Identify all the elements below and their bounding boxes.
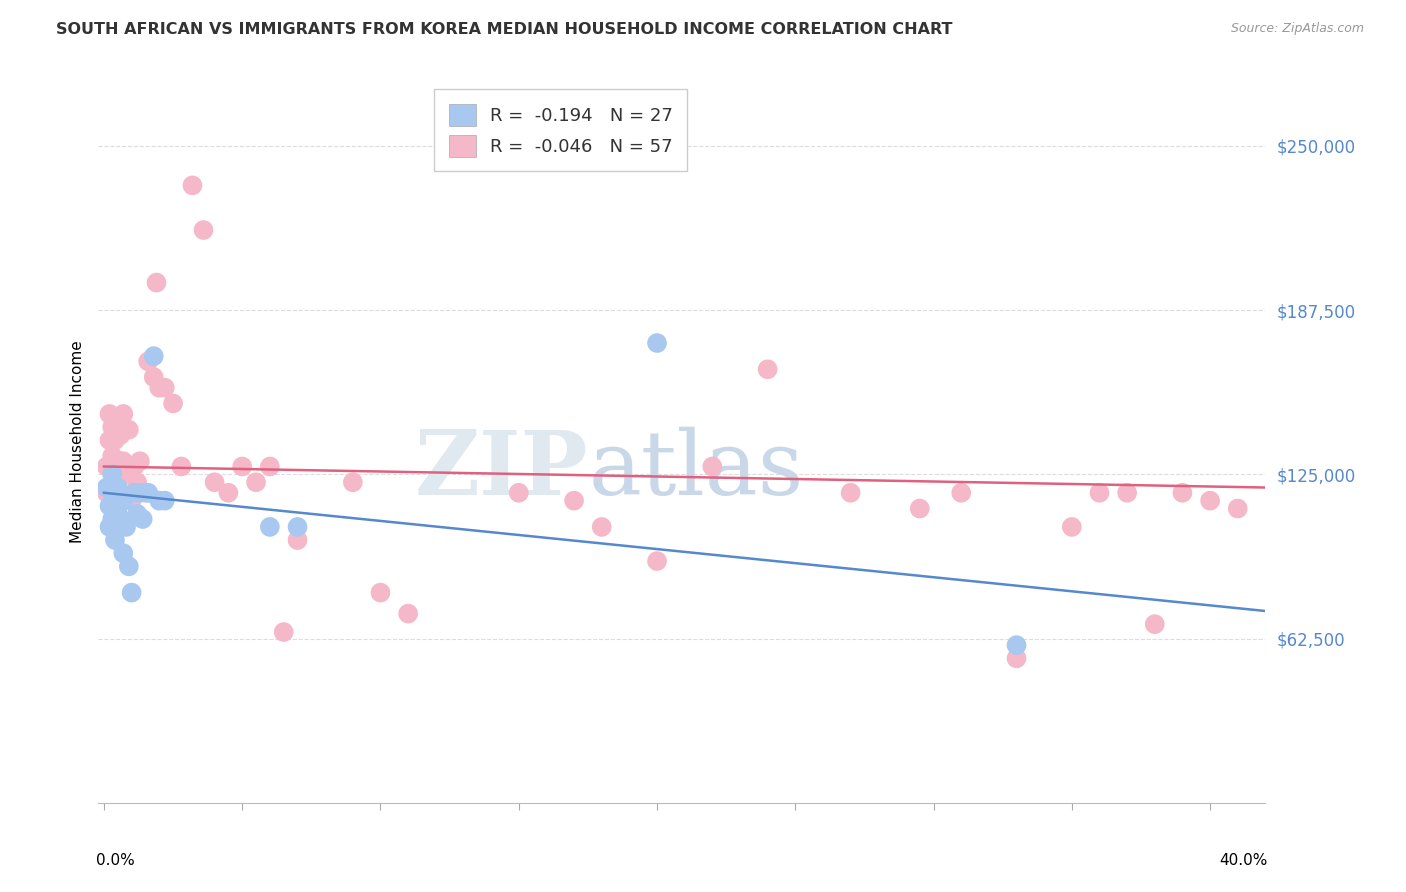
Point bbox=[908, 501, 931, 516]
Point bbox=[153, 381, 176, 395]
Point bbox=[115, 467, 138, 482]
Point bbox=[129, 485, 152, 500]
Point bbox=[170, 459, 193, 474]
Point bbox=[245, 475, 267, 490]
Point bbox=[110, 428, 132, 442]
Point bbox=[1005, 638, 1028, 652]
Point bbox=[104, 434, 127, 448]
Point bbox=[98, 434, 121, 448]
Point bbox=[118, 559, 141, 574]
Point bbox=[148, 381, 170, 395]
Y-axis label: Median Household Income: Median Household Income bbox=[69, 340, 84, 543]
Point bbox=[127, 475, 149, 490]
Point bbox=[370, 585, 392, 599]
Point bbox=[1226, 501, 1249, 516]
Point bbox=[756, 362, 779, 376]
Point bbox=[107, 454, 129, 468]
Point bbox=[104, 485, 127, 500]
Text: SOUTH AFRICAN VS IMMIGRANTS FROM KOREA MEDIAN HOUSEHOLD INCOME CORRELATION CHART: SOUTH AFRICAN VS IMMIGRANTS FROM KOREA M… bbox=[56, 22, 953, 37]
Point bbox=[142, 349, 165, 363]
Point bbox=[127, 507, 149, 521]
Point bbox=[101, 467, 124, 482]
Point bbox=[121, 493, 143, 508]
Point bbox=[136, 485, 159, 500]
Point bbox=[136, 354, 159, 368]
Point bbox=[204, 475, 226, 490]
Point bbox=[645, 336, 668, 351]
Point bbox=[1143, 617, 1166, 632]
Point bbox=[112, 407, 135, 421]
Point bbox=[101, 449, 124, 463]
Point bbox=[96, 485, 118, 500]
Point bbox=[96, 459, 118, 474]
Point bbox=[112, 493, 135, 508]
Point bbox=[98, 407, 121, 421]
Point bbox=[112, 546, 135, 560]
Point bbox=[193, 223, 215, 237]
Point bbox=[1060, 520, 1083, 534]
Text: atlas: atlas bbox=[589, 426, 804, 514]
Point bbox=[287, 520, 309, 534]
Point bbox=[104, 467, 127, 482]
Point bbox=[107, 481, 129, 495]
Point bbox=[110, 454, 132, 468]
Point bbox=[118, 423, 141, 437]
Point bbox=[124, 485, 146, 500]
Point bbox=[839, 485, 862, 500]
Point bbox=[145, 276, 167, 290]
Point bbox=[101, 420, 124, 434]
Point bbox=[110, 512, 132, 526]
Point bbox=[1171, 485, 1194, 500]
Legend: R =  -0.194   N = 27, R =  -0.046   N = 57: R = -0.194 N = 27, R = -0.046 N = 57 bbox=[434, 89, 688, 171]
Point bbox=[124, 459, 146, 474]
Point bbox=[950, 485, 973, 500]
Point bbox=[121, 585, 143, 599]
Point bbox=[101, 512, 124, 526]
Point bbox=[1088, 485, 1111, 500]
Point bbox=[112, 454, 135, 468]
Point bbox=[131, 512, 153, 526]
Point bbox=[148, 493, 170, 508]
Point bbox=[129, 454, 152, 468]
Point bbox=[104, 533, 127, 547]
Point bbox=[591, 520, 613, 534]
Point bbox=[259, 520, 281, 534]
Point bbox=[153, 493, 176, 508]
Point bbox=[142, 370, 165, 384]
Point bbox=[1116, 485, 1139, 500]
Point bbox=[562, 493, 585, 508]
Point bbox=[702, 459, 724, 474]
Text: 40.0%: 40.0% bbox=[1219, 854, 1268, 869]
Point bbox=[287, 533, 309, 547]
Point bbox=[217, 485, 239, 500]
Point bbox=[342, 475, 364, 490]
Point bbox=[98, 499, 121, 513]
Text: ZIP: ZIP bbox=[415, 427, 589, 514]
Point bbox=[107, 481, 129, 495]
Point bbox=[162, 396, 184, 410]
Point bbox=[645, 554, 668, 568]
Point bbox=[1199, 493, 1222, 508]
Point bbox=[98, 520, 121, 534]
Point bbox=[181, 178, 204, 193]
Point bbox=[508, 485, 530, 500]
Text: 0.0%: 0.0% bbox=[96, 854, 135, 869]
Point bbox=[231, 459, 253, 474]
Point bbox=[259, 459, 281, 474]
Point bbox=[96, 481, 118, 495]
Point bbox=[1005, 651, 1028, 665]
Point bbox=[115, 520, 138, 534]
Point bbox=[107, 507, 129, 521]
Point bbox=[273, 625, 295, 640]
Text: Source: ZipAtlas.com: Source: ZipAtlas.com bbox=[1230, 22, 1364, 36]
Point bbox=[134, 485, 156, 500]
Point bbox=[396, 607, 419, 621]
